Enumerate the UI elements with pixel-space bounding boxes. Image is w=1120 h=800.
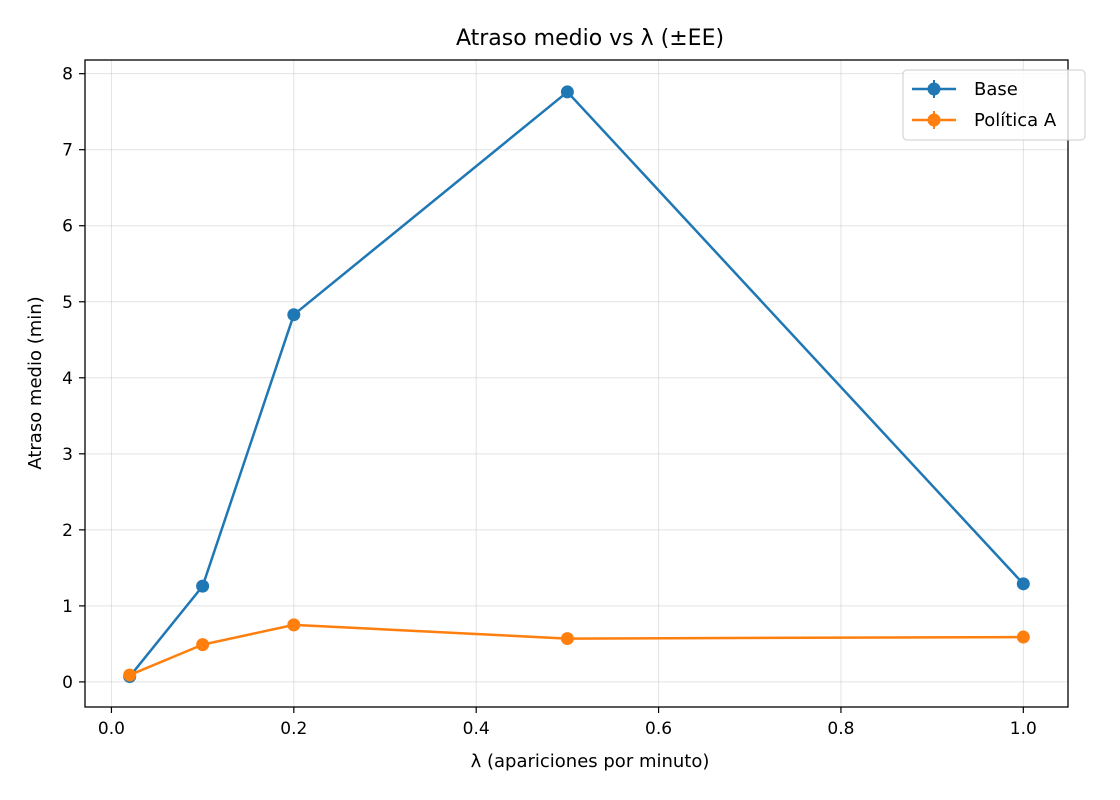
x-tick-label: 0.2	[280, 719, 307, 739]
axis-ticks: 0.0 0.2 0.4 0.6 0.8 1.0 0 1 2 3 4 5 6 7 8	[62, 65, 1037, 739]
data-point	[287, 618, 301, 632]
y-tick-label: 7	[62, 141, 73, 161]
data-point	[196, 638, 210, 652]
legend-marker	[927, 113, 941, 127]
legend-label: Base	[974, 79, 1018, 100]
y-axis-title: Atraso medio (min)	[25, 296, 46, 469]
legend-box	[902, 69, 1086, 141]
legend-marker	[927, 82, 941, 96]
legend-label: Política A	[974, 110, 1057, 131]
x-tick-label: 0.6	[645, 719, 672, 739]
y-tick-label: 4	[62, 369, 73, 389]
y-tick-label: 8	[62, 65, 73, 85]
data-point	[560, 85, 574, 99]
data-point	[123, 668, 137, 682]
y-tick-label: 1	[62, 597, 73, 617]
data-point	[560, 632, 574, 646]
data-point	[1016, 630, 1030, 644]
y-tick-label: 0	[62, 673, 73, 693]
x-tick-label: 0.0	[98, 719, 125, 739]
data-point	[287, 308, 301, 322]
plot-series	[123, 85, 1030, 684]
x-tick-label: 0.4	[463, 719, 490, 739]
x-axis-title: λ (apariciones por minuto)	[471, 751, 710, 772]
y-tick-label: 6	[62, 217, 73, 237]
chart-title: Atraso medio vs λ (±EE)	[456, 26, 724, 51]
series-1	[123, 618, 1030, 682]
legend: Base Política A	[902, 69, 1086, 141]
data-point	[196, 579, 210, 593]
y-tick-label: 2	[62, 521, 73, 541]
data-point	[1016, 577, 1030, 591]
x-tick-label: 0.8	[827, 719, 854, 739]
y-tick-label: 5	[62, 293, 73, 313]
x-tick-label: 1.0	[1010, 719, 1037, 739]
plot-frame	[84, 59, 1069, 708]
y-tick-label: 3	[62, 445, 73, 465]
